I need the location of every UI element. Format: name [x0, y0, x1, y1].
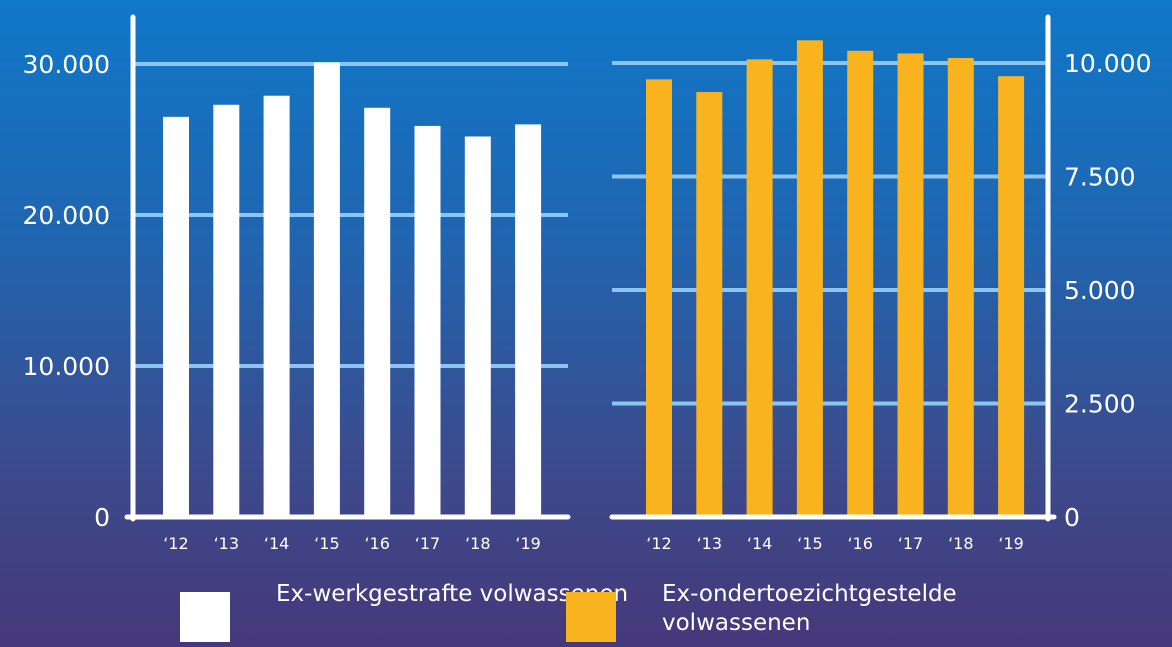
right-bar-chart: 0 2.500 5.000 7.500 10.000 ‘12 ‘13 ‘14 ‘15 ‘16 ‘17…	[609, 14, 1151, 553]
left-bar	[414, 125, 441, 517]
left-bar	[263, 95, 290, 518]
left-y-tick-label: 20.000	[23, 201, 110, 230]
right-bar	[796, 40, 823, 518]
right-bar	[696, 92, 723, 517]
right-x-tick-label: ‘17	[898, 534, 923, 553]
left-x-tick-label: ‘14	[264, 534, 289, 553]
left-y-tick-label: 10.000	[23, 352, 110, 381]
left-x-tick-label: ‘16	[364, 534, 389, 553]
legend-swatch-yellow	[566, 592, 616, 642]
right-y-tick-label: 5.000	[1064, 276, 1136, 305]
left-y-tick-label: 30.000	[23, 50, 110, 79]
left-bar	[515, 124, 542, 518]
left-x-tick-label: ‘17	[415, 534, 440, 553]
legend-item-ondertoezichtgestelden: Ex-ondertoezichtgestelde volwassenen	[566, 580, 1022, 642]
left-x-tick-label: ‘18	[465, 534, 490, 553]
right-x-tick-label: ‘13	[697, 534, 722, 553]
right-y-tick-label: 0	[1064, 503, 1080, 532]
right-x-tick-label: ‘16	[847, 534, 872, 553]
left-x-tick-label: ‘13	[214, 534, 239, 553]
right-x-tick-label: ‘12	[646, 534, 671, 553]
right-bar	[746, 59, 773, 517]
right-y-tick-label: 10.000	[1064, 49, 1151, 78]
left-bar	[364, 107, 391, 517]
right-x-tick-label: ‘15	[797, 534, 822, 553]
right-y-tick-label: 7.500	[1064, 163, 1136, 192]
left-bar	[464, 136, 491, 518]
right-bar	[847, 50, 874, 517]
left-y-tick-label: 0	[94, 503, 110, 532]
left-bar	[313, 62, 340, 518]
right-bar	[897, 53, 924, 517]
left-x-tick-label: ‘12	[163, 534, 188, 553]
left-x-tick-label: ‘19	[515, 534, 540, 553]
right-x-tick-label: ‘18	[948, 534, 973, 553]
left-bar-chart: 0 10.000 20.000 30.000 ‘12 ‘13 ‘14 ‘15 ‘16 ‘17 ‘18…	[23, 14, 571, 553]
left-bar	[213, 104, 240, 518]
right-bar	[646, 79, 672, 518]
left-x-tick-label: ‘15	[314, 534, 339, 553]
right-bar	[998, 76, 1025, 517]
right-y-tick-label: 2.500	[1064, 390, 1136, 419]
left-bar	[163, 116, 189, 517]
right-x-tick-label: ‘19	[998, 534, 1023, 553]
right-x-tick-label: ‘14	[747, 534, 772, 553]
legend-swatch-white	[180, 592, 230, 642]
right-bar	[947, 58, 974, 517]
legend-label: Ex-ondertoezichtgestelde volwassenen	[662, 581, 957, 636]
